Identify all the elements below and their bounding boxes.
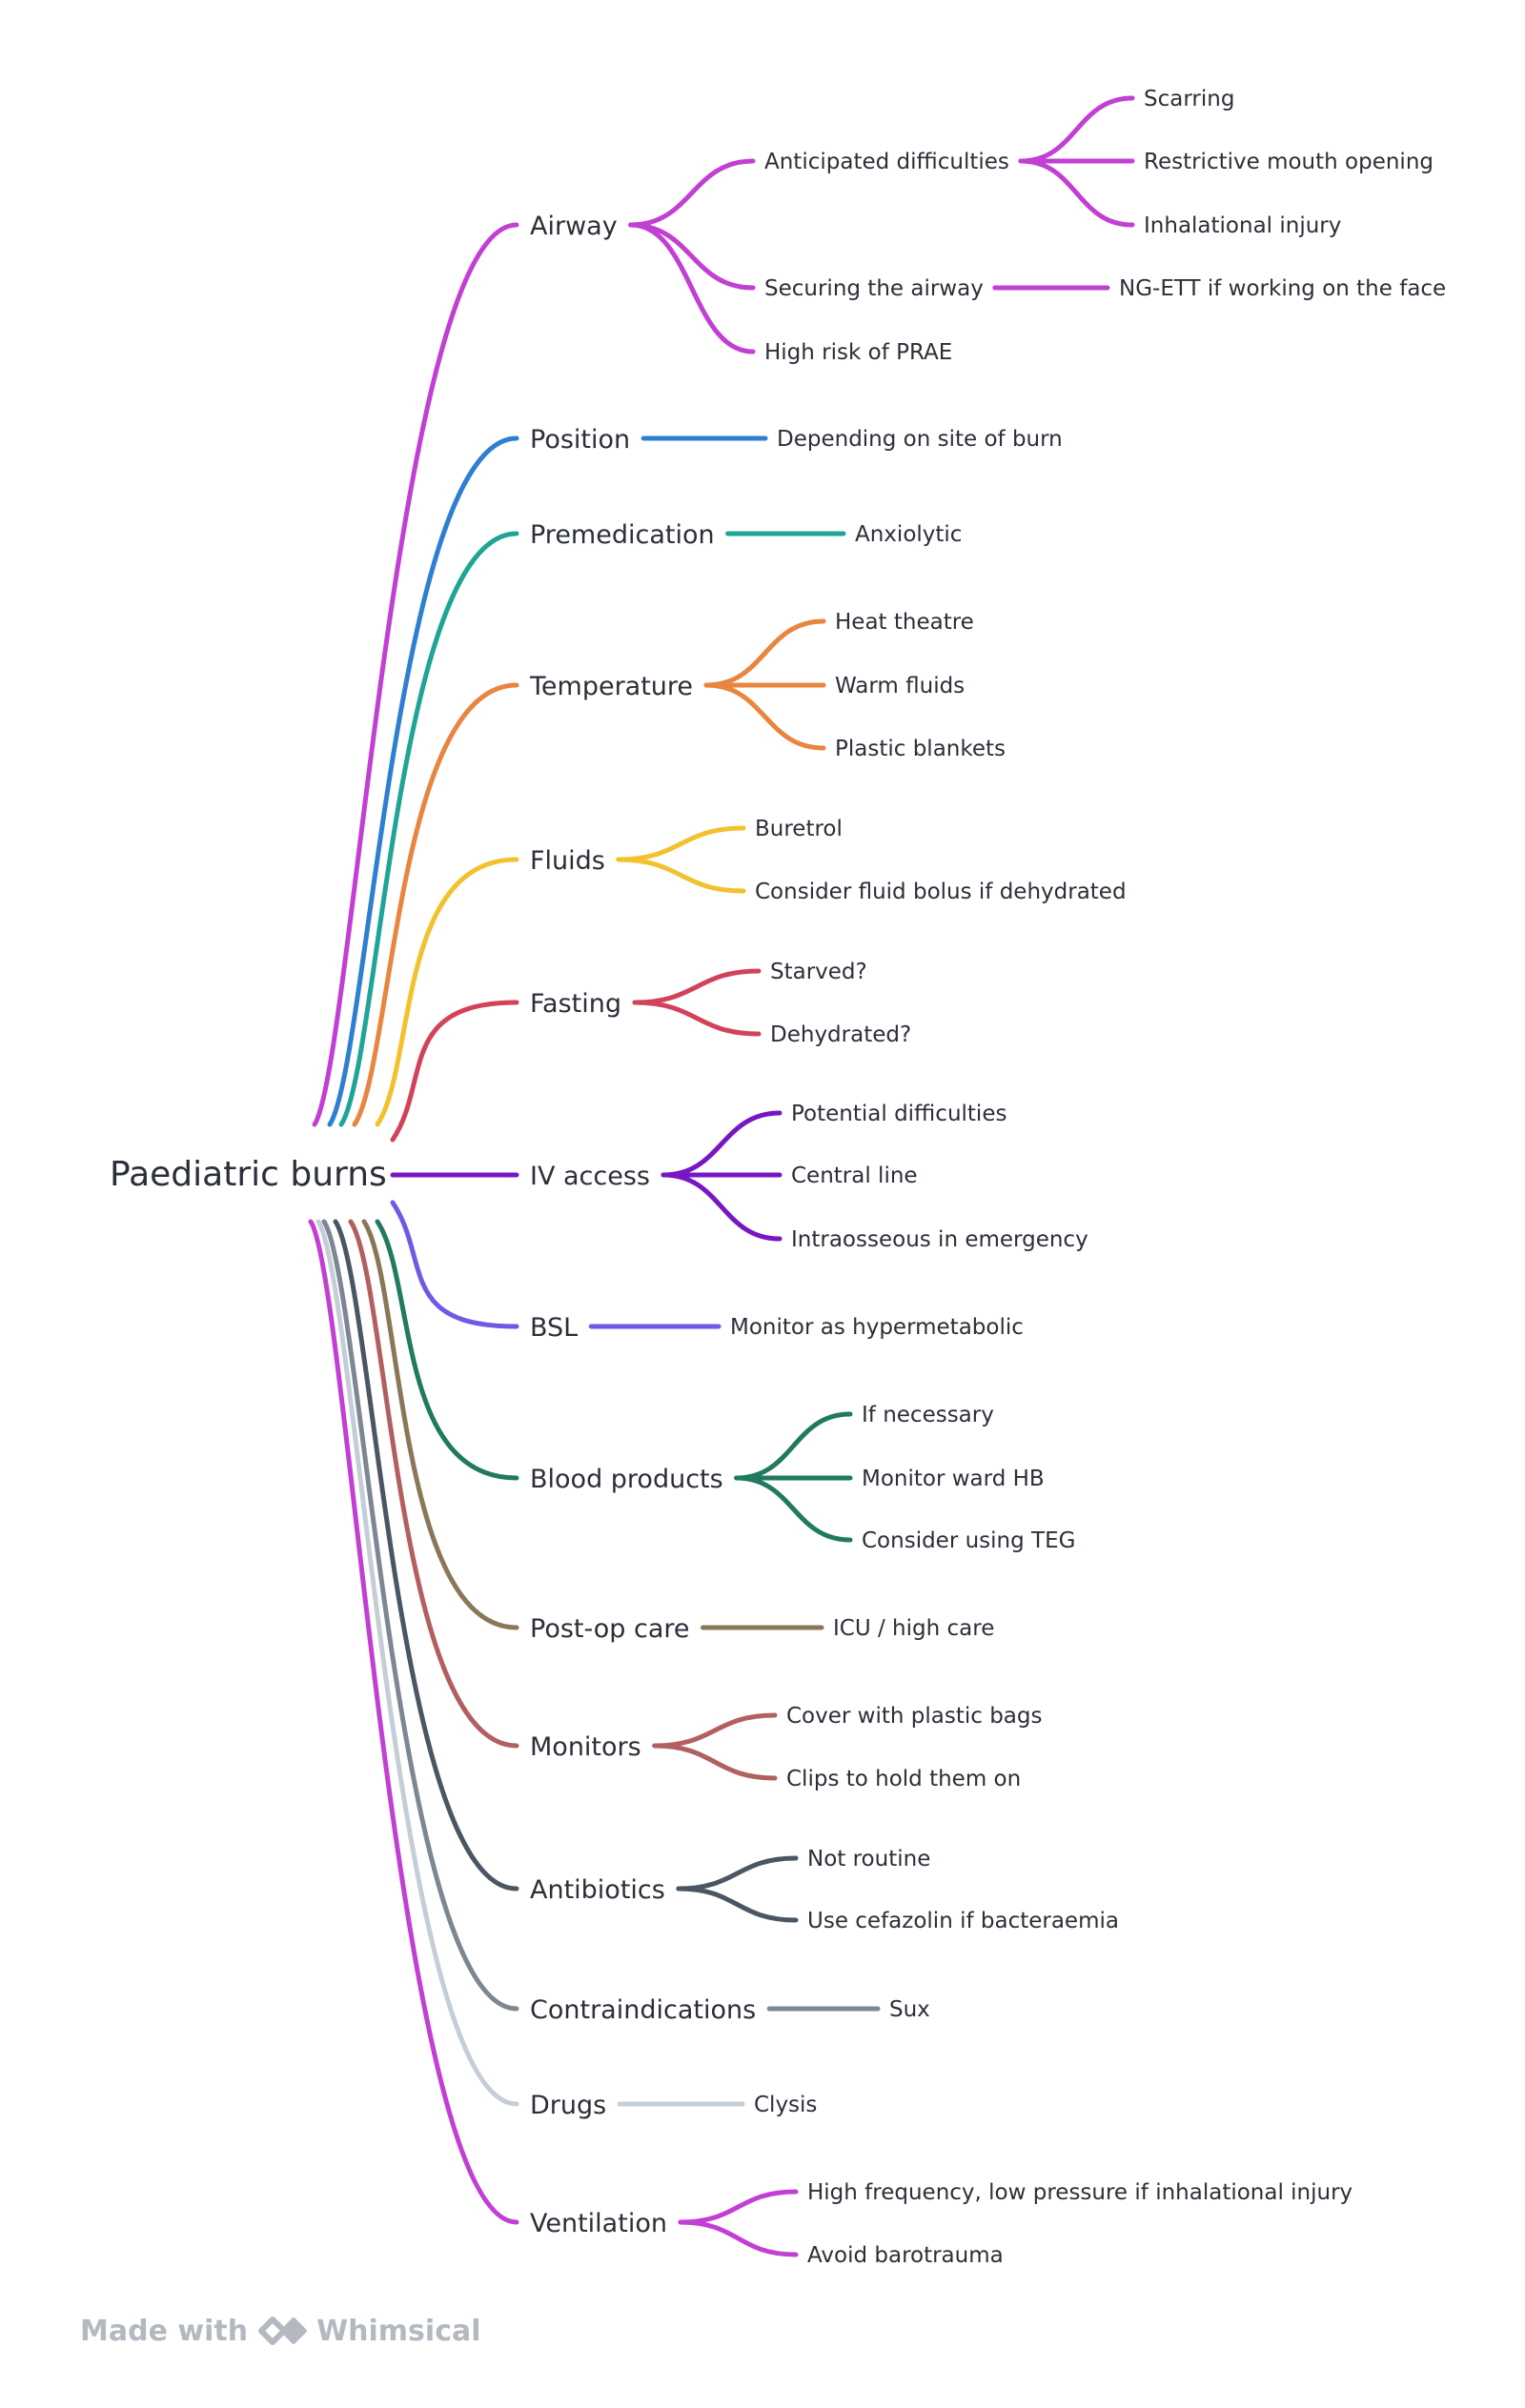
leaf-if-necessary[interactable]: If necessary [862,1403,994,1427]
link-airway-high-risk-of-prae [628,222,756,354]
link-root-fluids [375,857,519,1127]
link-temperature-plastic-blankets [703,682,826,751]
leaf-restrictive-mouth-opening[interactable]: Restrictive mouth opening [1144,150,1434,174]
connector-lines [308,95,1135,2257]
whimsical-brand: Whimsical [316,2314,481,2348]
link-iv-access-intraosseous-in-emergency [661,1172,783,1242]
branch-blood-products[interactable]: Blood products [530,1465,723,1494]
link-antibiotics-use-cefazolin-if-bacteraemia [676,1886,799,1923]
leaf-consider-fluid-bolus-if-dehydrated[interactable]: Consider fluid bolus if dehydrated [755,880,1127,904]
branch-drugs[interactable]: Drugs [530,2091,606,2120]
leaf-icu-high-care[interactable]: ICU / high care [833,1616,994,1641]
link-root-ventilation [308,1219,519,2225]
leaf-scarring[interactable]: Scarring [1144,87,1234,111]
link-root-contraindications [321,1219,519,2012]
branch-iv-access[interactable]: IV access [530,1162,650,1191]
leaf-high-risk-of-prae[interactable]: High risk of PRAE [764,340,952,365]
leaf-starved[interactable]: Starved? [770,960,867,984]
leaf-clips-to-hold-them-on[interactable]: Clips to hold them on [786,1767,1021,1791]
made-with-label: Made with [80,2314,249,2348]
link-antibiotics-not-routine [676,1855,799,1892]
link-root-antibiotics [333,1219,519,1892]
branch-airway[interactable]: Airway [530,212,618,241]
leaf-high-frequency-low-pressure-if-inhalational-injury[interactable]: High frequency, low pressure if inhalati… [807,2180,1352,2205]
link-root-position [327,435,519,1127]
node-labels: Paediatric burns Airway Anticipated diffi… [110,87,1446,2268]
link-fasting-dehydrated [632,1000,762,1037]
link-fasting-starved [632,968,762,1005]
link-root-drugs [315,1219,519,2107]
link-temperature-heat-theatre [703,618,826,688]
leaf-central-line[interactable]: Central line [791,1164,918,1188]
leaf-intraosseous-in-emergency[interactable]: Intraosseous in emergency [791,1227,1088,1252]
link-iv-access-potential-difficulties [661,1110,783,1178]
link-anticipated-difficulties-scarring [1018,95,1135,164]
leaf-avoid-barotrauma[interactable]: Avoid barotrauma [807,2243,1004,2268]
link-monitors-cover-with-plastic-bags [652,1712,778,1749]
branch-premedication[interactable]: Premedication [530,520,715,550]
link-anticipated-difficulties-inhalational-injury [1018,158,1135,228]
leaf-securing-the-airway[interactable]: Securing the airway [764,276,984,301]
leaf-cover-with-plastic-bags[interactable]: Cover with plastic bags [786,1704,1042,1729]
leaf-consider-using-teg[interactable]: Consider using TEG [862,1528,1075,1553]
link-blood-products-consider-using-teg [734,1475,853,1543]
leaf-anxiolytic[interactable]: Anxiolytic [855,522,962,547]
leaf-monitor-ward-hb[interactable]: Monitor ward HB [862,1467,1045,1491]
link-root-monitors [348,1219,519,1749]
link-root-temperature [352,682,519,1127]
link-root-fasting [390,1000,519,1143]
leaf-inhalational-injury[interactable]: Inhalational injury [1144,213,1341,238]
branch-post-op-care[interactable]: Post-op care [530,1614,689,1644]
link-blood-products-if-necessary [734,1411,853,1481]
link-root-blood-products [375,1219,519,1481]
leaf-use-cefazolin-if-bacteraemia[interactable]: Use cefazolin if bacteraemia [807,1909,1119,1933]
leaf-plastic-blankets[interactable]: Plastic blankets [835,737,1006,761]
leaf-potential-difficulties[interactable]: Potential difficulties [791,1102,1006,1126]
link-root-airway [312,222,519,1127]
whimsical-logo-icon [258,2317,308,2345]
link-fluids-buretrol [616,825,746,862]
branch-contraindications[interactable]: Contraindications [530,1995,756,2025]
branch-fasting[interactable]: Fasting [530,989,621,1019]
link-root-premedication [338,531,519,1127]
branch-temperature[interactable]: Temperature [529,672,693,701]
leaf-dehydrated[interactable]: Dehydrated? [770,1022,911,1047]
link-ventilation-avoid-barotrauma [678,2219,799,2257]
leaf-ng-ett-if-working-on-the-face[interactable]: NG-ETT if working on the face [1119,276,1446,301]
link-airway-securing-the-airway [628,222,756,291]
footer-badge[interactable]: Made with Whimsical [80,2308,481,2354]
leaf-depending-on-site-of-burn[interactable]: Depending on site of burn [777,427,1063,452]
branch-ventilation[interactable]: Ventilation [530,2209,667,2238]
branch-position[interactable]: Position [530,425,630,455]
leaf-anticipated-difficulties[interactable]: Anticipated difficulties [764,150,1009,174]
leaf-clysis[interactable]: Clysis [754,2093,817,2117]
link-monitors-clips-to-hold-them-on [652,1743,778,1781]
leaf-warm-fluids[interactable]: Warm fluids [835,674,965,698]
link-airway-anticipated-difficulties [628,158,756,228]
leaf-sux[interactable]: Sux [889,1997,930,2022]
branch-antibiotics[interactable]: Antibiotics [530,1875,665,1905]
link-fluids-consider-fluid-bolus-if-dehydrated [616,857,746,894]
leaf-heat-theatre[interactable]: Heat theatre [835,610,974,635]
link-root-bsl [390,1200,519,1329]
branch-fluids[interactable]: Fluids [530,846,605,876]
leaf-monitor-as-hypermetabolic[interactable]: Monitor as hypermetabolic [730,1315,1024,1340]
branch-bsl[interactable]: BSL [530,1313,578,1343]
leaf-buretrol[interactable]: Buretrol [755,817,843,841]
leaf-not-routine[interactable]: Not routine [807,1847,930,1872]
root-node[interactable]: Paediatric burns [110,1155,387,1194]
branch-monitors[interactable]: Monitors [530,1732,641,1762]
link-root-post-op-care [361,1219,519,1630]
link-ventilation-high-frequency-low-pressure-if-inhalational-injury [678,2189,799,2225]
